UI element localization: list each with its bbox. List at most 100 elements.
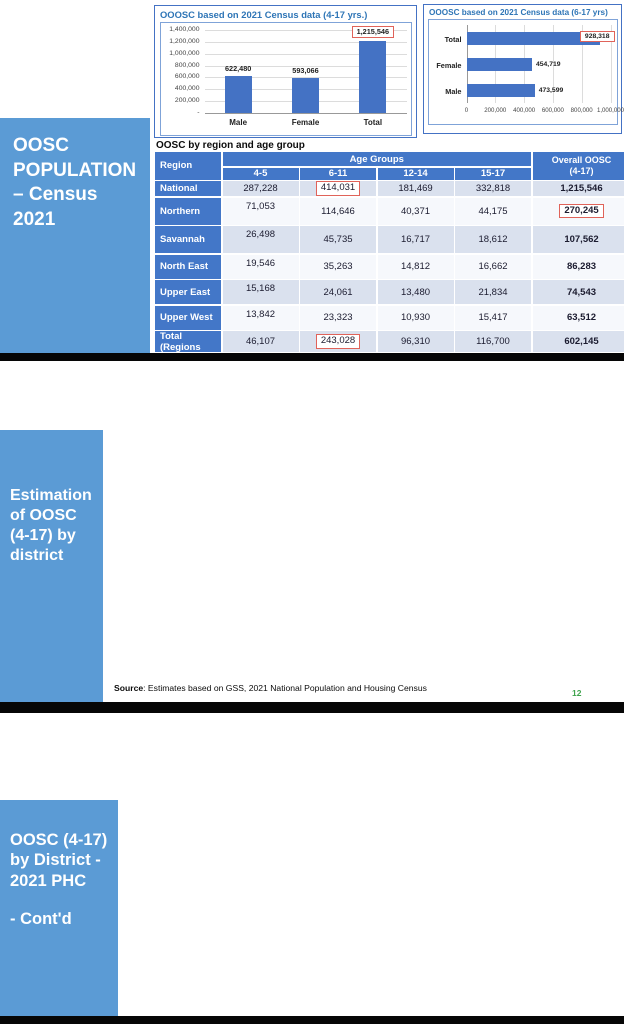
bar-value-label: 593,066 xyxy=(292,65,319,75)
value-cell: 24,061 xyxy=(300,280,376,304)
highlight-red-box: 243,028 xyxy=(315,334,361,349)
y-tick-label: 1,400,000 xyxy=(169,26,200,33)
col-header-age-6-11: 6-11 xyxy=(300,167,376,180)
y-tick-label: 1,000,000 xyxy=(169,49,200,57)
x-category-label: Male xyxy=(229,118,248,127)
slide-oosc-population: OOSC POPULATION – Census 2021 OOOSC base… xyxy=(0,0,624,353)
value-cell: 332,818 xyxy=(455,181,531,196)
slide2-title: Estimation of OOSC (4-17) by district xyxy=(10,487,92,565)
value-cell: 46,107 xyxy=(222,331,299,352)
value-cell: 35,263 xyxy=(300,254,376,279)
bar-total xyxy=(359,40,387,113)
value-cell: 18,612 xyxy=(455,226,531,253)
col-header-region: Region xyxy=(155,152,221,180)
value-cell: 45,735 xyxy=(300,226,376,253)
col-header-age-4-5: 4-5 xyxy=(222,167,299,180)
y-tick-label: - xyxy=(197,109,200,116)
x-category-label: Total xyxy=(363,118,383,127)
value-cell: 16,717 xyxy=(377,226,454,253)
col-header-age-12-14: 12-14 xyxy=(377,167,454,180)
value-cell: 40,371 xyxy=(377,197,454,225)
chart-box-6-17: OOOSC based on 2021 Census data (6-17 yr… xyxy=(423,4,624,134)
highlight-red-box: 928,318 xyxy=(579,30,615,42)
x-tick-label: 200,000 xyxy=(484,107,507,114)
region-age-group-table: Region Age Groups Overall OOSC (4-17) 4-5 6-… xyxy=(155,152,624,352)
bar-female xyxy=(292,77,319,113)
value-cell: 13,480 xyxy=(377,280,454,304)
row-header-region: Northern xyxy=(155,197,221,225)
value-cell: 243,028 xyxy=(300,331,376,352)
chart-6-17-title: OOOSC based on 2021 Census data (6-17 yr… xyxy=(429,8,608,17)
row-header-region: National xyxy=(155,181,221,196)
value-cell: 116,700 xyxy=(455,331,531,352)
slide-separator xyxy=(0,702,624,713)
value-cell: 107,562 xyxy=(532,226,624,253)
gridline xyxy=(204,41,407,43)
x-tick-label: 1,000,000 xyxy=(596,107,624,114)
value-cell: 287,228 xyxy=(222,181,299,196)
highlight-red-box: 1,215,546 xyxy=(351,25,395,38)
gridline xyxy=(204,113,407,114)
chart-box-4-17: OOOSC based on 2021 Census data (4-17 yr… xyxy=(154,5,417,138)
value-cell: 74,543 xyxy=(532,280,624,304)
y-tick-label: 600,000 xyxy=(174,73,200,81)
bar-total xyxy=(466,31,601,45)
y-tick-label: 400,000 xyxy=(174,85,200,93)
value-cell: 23,323 xyxy=(300,305,376,330)
chart-4-17-title: OOOSC based on 2021 Census data (4-17 yr… xyxy=(160,9,368,20)
bar-value-label: 473,599 xyxy=(538,86,564,94)
row-header-region: Total (Regions xyxy=(155,331,221,352)
slide1-sidebar: OOSC POPULATION – Census 2021 xyxy=(0,118,150,353)
value-cell: 44,175 xyxy=(455,197,531,225)
y-category-label: Female xyxy=(436,60,462,70)
gridline xyxy=(204,53,407,55)
slide-separator xyxy=(0,353,624,361)
col-header-age-15-17: 15-17 xyxy=(455,167,531,180)
bar-value-label: 622,480 xyxy=(224,64,252,74)
bar-chart-6-17: 0 200,000 400,000 600,000 800,000 1,000,000 92… xyxy=(427,19,624,125)
value-cell: 114,646 xyxy=(300,197,376,225)
table1-caption: OOSC by region and age group xyxy=(156,140,305,151)
slide3-title: OOSC (4-17) by District - 2021 PHC xyxy=(10,831,108,890)
y-category-label: Total xyxy=(444,34,462,44)
bar-value-label: 454,719 xyxy=(535,60,561,68)
x-tick-label: 800,000 xyxy=(570,107,593,114)
slide3-title-contd: - Cont'd xyxy=(10,910,72,929)
source-label: Source xyxy=(114,683,144,693)
value-cell: 10,930 xyxy=(377,305,454,330)
bar-male xyxy=(466,83,535,97)
value-cell: 71,053 xyxy=(222,197,299,225)
value-cell: 21,834 xyxy=(455,280,531,304)
value-cell: 14,812 xyxy=(377,254,454,279)
highlight-red-box: 270,245 xyxy=(559,203,604,219)
value-cell: 96,310 xyxy=(377,331,454,352)
gridline xyxy=(581,25,583,103)
value-cell: 181,469 xyxy=(377,181,454,196)
value-cell: 15,168 xyxy=(222,280,299,304)
y-tick-label: 1,200,000 xyxy=(169,37,200,45)
col-header-age-groups: Age Groups xyxy=(222,152,531,166)
slide-oosc-estimation-by-district: Estimation of OOSC (4-17) by district No… xyxy=(0,361,624,1024)
bar-value-label: 1,215,546 xyxy=(331,25,414,38)
value-cell: 602,145 xyxy=(532,331,624,352)
x-tick-label: 600,000 xyxy=(541,107,564,114)
highlight-red-box: 414,031 xyxy=(315,181,361,196)
value-cell: 16,662 xyxy=(455,254,531,279)
bar-male xyxy=(224,76,252,113)
x-tick-label: 400,000 xyxy=(513,107,536,114)
bar-chart-4-17: 1,400,000 1,200,000 1,000,000 800,000 600,00… xyxy=(159,22,414,136)
bar-value-label: 928,318 xyxy=(579,30,615,42)
row-header-region: Savannah xyxy=(155,226,221,253)
value-cell: 26,498 xyxy=(222,226,299,253)
value-cell: 86,283 xyxy=(532,254,624,279)
y-tick-label: 800,000 xyxy=(174,61,200,69)
slide3-sidebar: OOSC (4-17) by District - 2021 PHC - Con… xyxy=(0,800,118,1016)
source-text: : Estimates based on GSS, 2021 National … xyxy=(143,683,427,693)
value-cell: 19,546 xyxy=(222,254,299,279)
x-tick-label: 0 xyxy=(464,107,469,114)
source-note: Source: Estimates based on GSS, 2021 Nat… xyxy=(114,683,427,693)
slide1-title: OOSC POPULATION – Census 2021 xyxy=(13,135,137,231)
gridline xyxy=(552,25,554,103)
row-header-region: Upper East xyxy=(155,280,221,304)
